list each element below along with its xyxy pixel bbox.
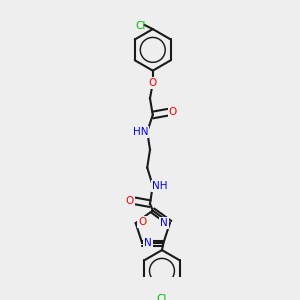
Text: O: O bbox=[126, 196, 134, 206]
Text: N: N bbox=[160, 218, 168, 228]
Text: O: O bbox=[148, 78, 157, 88]
Text: O: O bbox=[138, 217, 147, 226]
Text: Cl: Cl bbox=[135, 21, 146, 31]
Text: N: N bbox=[144, 238, 152, 248]
Text: Cl: Cl bbox=[157, 294, 167, 300]
Text: O: O bbox=[169, 107, 177, 117]
Text: NH: NH bbox=[152, 181, 167, 190]
Text: HN: HN bbox=[133, 127, 148, 136]
